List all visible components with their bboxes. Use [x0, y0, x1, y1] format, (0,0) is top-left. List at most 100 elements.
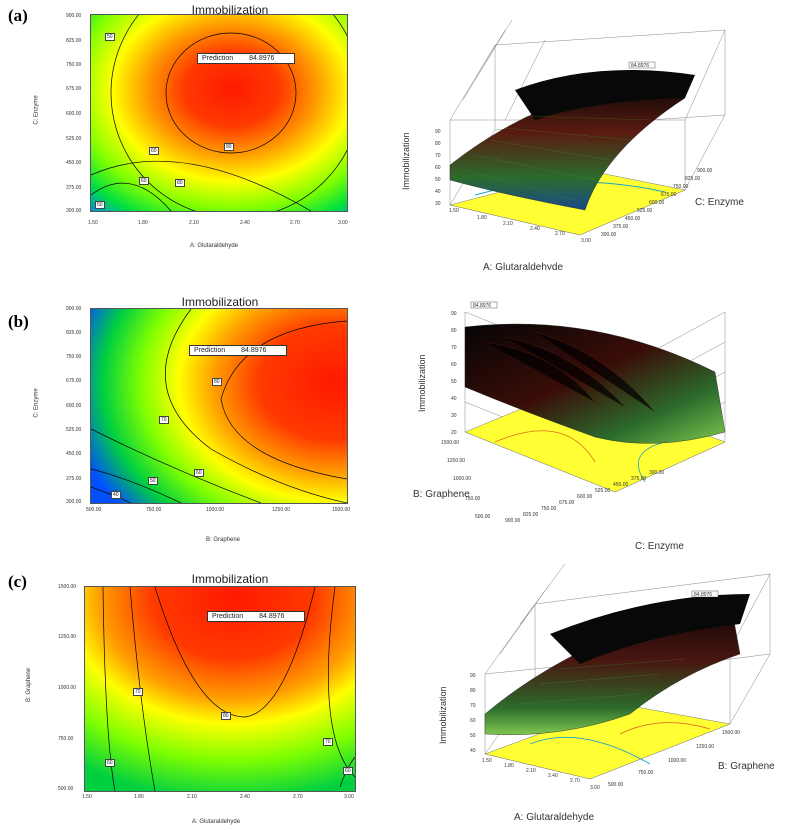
contour-label: 70	[159, 416, 169, 424]
peak-label: 84.8976	[631, 63, 649, 69]
z-tick: 60	[470, 718, 476, 724]
x-tick: 300.00	[649, 470, 665, 476]
x-tick: 1.80	[134, 794, 144, 800]
contour-label: 60	[105, 759, 115, 767]
x-tick: 2.10	[503, 221, 513, 227]
prediction-flag[interactable]: Prediction 84.8976	[197, 53, 296, 64]
x-axis-label: C: Enzyme	[635, 541, 684, 552]
panel-a: (a) Immobilization 50 60 70	[0, 0, 787, 270]
surface-plot-a: 84.8976 Immobilization A: Glutaraldehyde…	[401, 20, 744, 270]
surface-plot-c: 84.8976 Immobilization A: Glutaraldehyde…	[438, 564, 775, 823]
y-tick: 450.00	[625, 216, 641, 222]
y-tick: 1000.00	[453, 476, 471, 482]
x-axis-label: B: Graphene	[206, 537, 241, 543]
z-tick: 70	[451, 345, 457, 351]
y-tick: 300.00	[66, 499, 82, 505]
y-tick: 750.00	[66, 62, 82, 68]
x-tick: 1.50	[482, 758, 492, 764]
contour-label: 80	[224, 143, 234, 151]
z-axis-label: Immobilization	[401, 132, 411, 190]
x-tick: 1.50	[82, 794, 92, 800]
contour-label: 60	[149, 147, 159, 155]
y-tick: 375.00	[66, 185, 82, 191]
y-tick: 600.00	[649, 200, 665, 206]
y-tick: 500.00	[58, 786, 74, 792]
z-tick: 80	[470, 688, 476, 694]
contour-title: Immobilization	[191, 572, 269, 586]
y-tick: 900.00	[66, 13, 82, 19]
contour-label: 40	[111, 491, 121, 499]
y-tick: 750.00	[465, 496, 481, 502]
contour-title: Immobilization	[181, 295, 259, 309]
z-tick: 50	[470, 733, 476, 739]
y-tick: 300.00	[66, 208, 82, 214]
contour-label: 60	[139, 177, 149, 185]
z-tick: 60	[435, 165, 441, 171]
contour-plot-b: 80 70 60 50 40 Prediction 84.8976	[90, 308, 348, 504]
y-tick: 825.00	[66, 38, 82, 44]
x-tick: 600.00	[577, 494, 593, 500]
x-tick: 1.80	[504, 763, 514, 769]
x-tick: 2.40	[240, 794, 250, 800]
x-tick: 2.10	[526, 768, 536, 774]
x-tick: 675.00	[559, 500, 575, 506]
z-tick: 90	[451, 311, 457, 317]
x-tick: 3.00	[344, 794, 354, 800]
panel-c: (c) Immobilization 70 80 70	[0, 560, 787, 830]
surface-plot-b: 84.8976 Immobilization B: Graphene C: En…	[413, 301, 726, 552]
z-tick: 40	[435, 189, 441, 195]
y-tick: 1500.00	[722, 730, 740, 736]
x-tick: 500.00	[86, 507, 102, 513]
panel-label: (c)	[8, 572, 27, 591]
y-tick: 750.00	[673, 184, 689, 190]
y-tick: 750.00	[66, 354, 82, 360]
y-tick: 750.00	[58, 736, 74, 742]
y-tick: 500.00	[608, 782, 624, 788]
z-tick: 40	[470, 748, 476, 754]
y-axis-label: B: Graphene	[718, 761, 775, 772]
x-tick: 1.50	[449, 208, 459, 214]
prediction-label: Prediction	[212, 613, 244, 620]
z-tick: 80	[451, 328, 457, 334]
contour-label: 50	[148, 477, 158, 485]
y-axis-label: C: Enzyme	[695, 197, 744, 208]
prediction-flag[interactable]: Prediction 84.8976	[189, 345, 288, 356]
contour-plot-c: 70 80 70 60 60 Prediction 84.8976	[84, 586, 356, 792]
x-tick: 2.40	[240, 220, 250, 226]
contour-label: 50	[105, 33, 115, 41]
y-axis-label: C: Enzyme	[33, 95, 40, 125]
x-tick: 750.00	[541, 506, 557, 512]
z-tick: 90	[435, 129, 441, 135]
z-axis-label: Immobilization	[438, 686, 448, 744]
y-tick: 450.00	[66, 451, 82, 457]
z-tick: 20	[451, 430, 457, 436]
x-tick: 1000.00	[206, 507, 225, 513]
y-tick: 600.00	[66, 111, 82, 117]
y-tick: 1000.00	[58, 685, 77, 691]
x-axis-label: A: Glutaraldehyde	[190, 243, 239, 249]
z-axis-label: Immobilization	[417, 354, 427, 412]
prediction-flag[interactable]: Prediction 84.8976	[207, 611, 306, 622]
y-tick: 675.00	[661, 192, 677, 198]
contour-label: 50	[95, 201, 105, 209]
contour-label: 60	[194, 469, 204, 477]
x-tick: 1.50	[88, 220, 98, 226]
y-tick: 825.00	[66, 330, 82, 336]
x-tick: 3.00	[338, 220, 348, 226]
panel-b: (b) Immobilization 80 70	[0, 290, 787, 560]
x-tick: 1500.00	[332, 507, 351, 513]
x-tick: 1250.00	[272, 507, 291, 513]
z-tick: 40	[451, 396, 457, 402]
x-tick: 2.10	[189, 220, 199, 226]
x-axis-label: A: Glutaraldehyde	[514, 812, 594, 823]
z-tick: 70	[435, 153, 441, 159]
contour-label: 70	[323, 738, 333, 746]
contour-label: 60	[343, 767, 353, 775]
x-axis-label: A: Glutaraldehyde	[483, 262, 563, 270]
prediction-value: 84.8976	[241, 347, 267, 354]
x-tick: 2.40	[530, 226, 540, 232]
x-tick: 2.10	[187, 794, 197, 800]
x-tick: 450.00	[613, 482, 629, 488]
y-tick: 525.00	[66, 136, 82, 142]
